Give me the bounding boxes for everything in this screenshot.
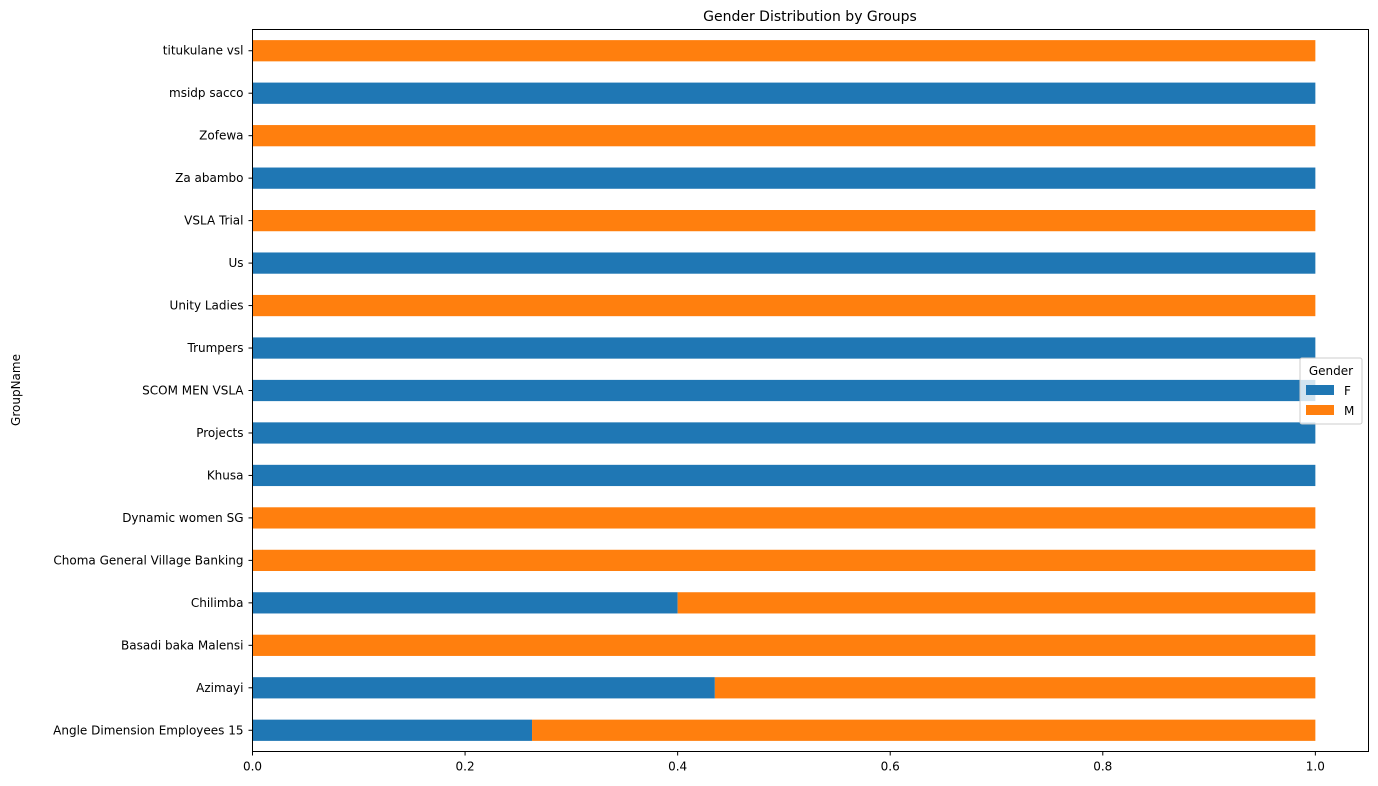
- bar-m-2: [252, 634, 1316, 656]
- y-tick-label-16: titukulane vsl: [163, 44, 244, 58]
- x-tick-label-3: 0.6: [881, 760, 900, 774]
- y-axis-label: GroupName: [9, 354, 23, 426]
- bar-f-9: [252, 337, 1316, 359]
- x-tick-label-0: 0.0: [243, 760, 262, 774]
- y-tick-label-9: Trumpers: [187, 341, 244, 355]
- y-ticks-group: Angle Dimension Employees 15 Azimayi Basad…: [53, 44, 253, 737]
- y-tick-label-2: Basadi baka Malensi: [121, 638, 243, 652]
- x-ticks-group: 0.0 0.2 0.4 0.6 0.8 1.0: [243, 751, 1325, 774]
- bar-m-10: [252, 294, 1316, 317]
- bar-f-0: [252, 719, 533, 741]
- y-tick-label-6: Khusa: [207, 468, 244, 482]
- bar-m-0: [532, 719, 1316, 741]
- y-tick-label-13: Za abambo: [175, 171, 243, 185]
- y-tick-label-7: Projects: [196, 426, 243, 440]
- y-tick-label-12: VSLA Trial: [184, 214, 243, 228]
- legend: Gender F M: [1299, 357, 1363, 425]
- bar-f-11: [252, 252, 1316, 274]
- bars-group: [252, 40, 1316, 741]
- bar-f-13: [252, 167, 1316, 189]
- bar-m-1: [714, 677, 1316, 699]
- bar-m-14: [252, 125, 1316, 147]
- chart-title: Gender Distribution by Groups: [703, 9, 917, 25]
- bar-f-7: [252, 422, 1316, 444]
- legend-swatch-m: [1306, 405, 1334, 415]
- y-tick-label-0: Angle Dimension Employees 15: [53, 723, 243, 737]
- bar-f-3: [252, 592, 678, 614]
- bar-m-4: [252, 549, 1316, 571]
- y-tick-label-1: Azimayi: [196, 681, 243, 695]
- bar-f-8: [252, 379, 1316, 402]
- x-tick-label-1: 0.2: [456, 760, 475, 774]
- x-tick-label-4: 0.8: [1093, 760, 1112, 774]
- y-tick-label-5: Dynamic women SG: [122, 511, 243, 525]
- legend-label-f: F: [1344, 384, 1351, 398]
- y-tick-label-15: msidp sacco: [169, 86, 243, 100]
- bar-m-3: [677, 592, 1316, 614]
- bar-f-6: [252, 464, 1316, 487]
- legend-label-m: M: [1344, 404, 1354, 418]
- y-tick-label-11: Us: [228, 256, 243, 270]
- y-tick-label-8: SCOM MEN VSLA: [142, 384, 244, 398]
- bar-m-12: [252, 210, 1316, 232]
- legend-title: Gender: [1309, 364, 1353, 378]
- bar-f-1: [252, 677, 715, 699]
- y-tick-label-4: Choma General Village Banking: [53, 553, 243, 567]
- y-tick-label-3: Chilimba: [191, 596, 244, 610]
- bar-m-16: [252, 40, 1316, 62]
- plot-frame: [252, 29, 1369, 752]
- x-tick-label-2: 0.4: [668, 760, 687, 774]
- bar-f-15: [252, 82, 1316, 104]
- y-tick-label-14: Zofewa: [199, 129, 243, 143]
- bar-m-5: [252, 507, 1316, 529]
- legend-swatch-f: [1306, 385, 1334, 395]
- y-tick-label-10: Unity Ladies: [170, 299, 244, 313]
- x-tick-label-5: 1.0: [1306, 760, 1325, 774]
